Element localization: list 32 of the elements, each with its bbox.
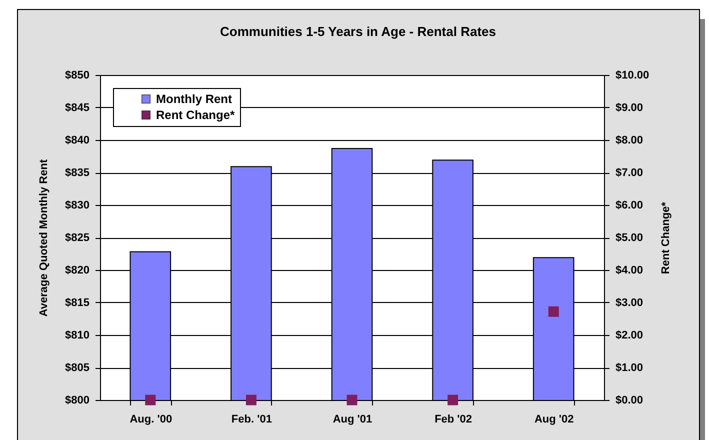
- y2-tick-label: $9.00: [616, 102, 644, 114]
- y2-tick-label: $4.00: [616, 264, 644, 276]
- x-tick-label: Feb '02: [434, 414, 472, 426]
- y2-tick-label: $3.00: [616, 297, 644, 309]
- y2-tick-label: $5.00: [616, 232, 644, 244]
- y2-axis-title: Rent Change*: [660, 201, 672, 274]
- y-axis-title: Average Quoted Monthly Rent: [38, 159, 50, 317]
- y-tick-label: $805: [65, 362, 90, 374]
- y2-tick-label: $7.00: [616, 167, 644, 179]
- y2-tick-label: $1.00: [616, 362, 644, 374]
- y2-tick-label: $6.00: [616, 200, 644, 212]
- y2-tick-label: $0.00: [616, 394, 644, 406]
- y-tick-label: $815: [65, 297, 90, 309]
- y-tick-label: $835: [65, 167, 90, 179]
- x-tick-label: Feb. '01: [231, 414, 272, 426]
- y2-tick-label: $10.00: [616, 70, 650, 82]
- x-tick-label: Aug '01: [332, 414, 372, 426]
- y-tick-label: $800: [65, 394, 90, 406]
- y-tick-label: $825: [65, 232, 90, 244]
- y-tick-label: $810: [65, 330, 90, 342]
- chart-title: Communities 1-5 Years in Age - Rental Rates: [220, 24, 496, 39]
- y-tick-label: $850: [65, 70, 90, 82]
- y-tick-label: $830: [65, 200, 90, 212]
- legend-label: Monthly Rent: [156, 92, 232, 106]
- y2-tick-label: $2.00: [616, 330, 644, 342]
- y-tick-label: $820: [65, 264, 90, 276]
- legend-label: Rent Change*: [156, 108, 236, 122]
- y2-tick-label: $8.00: [616, 134, 644, 146]
- y-tick-label: $840: [65, 134, 90, 146]
- x-tick-label: Aug '02: [534, 414, 574, 426]
- x-tick-label: Aug. '00: [130, 414, 172, 426]
- y-tick-label: $845: [65, 102, 90, 114]
